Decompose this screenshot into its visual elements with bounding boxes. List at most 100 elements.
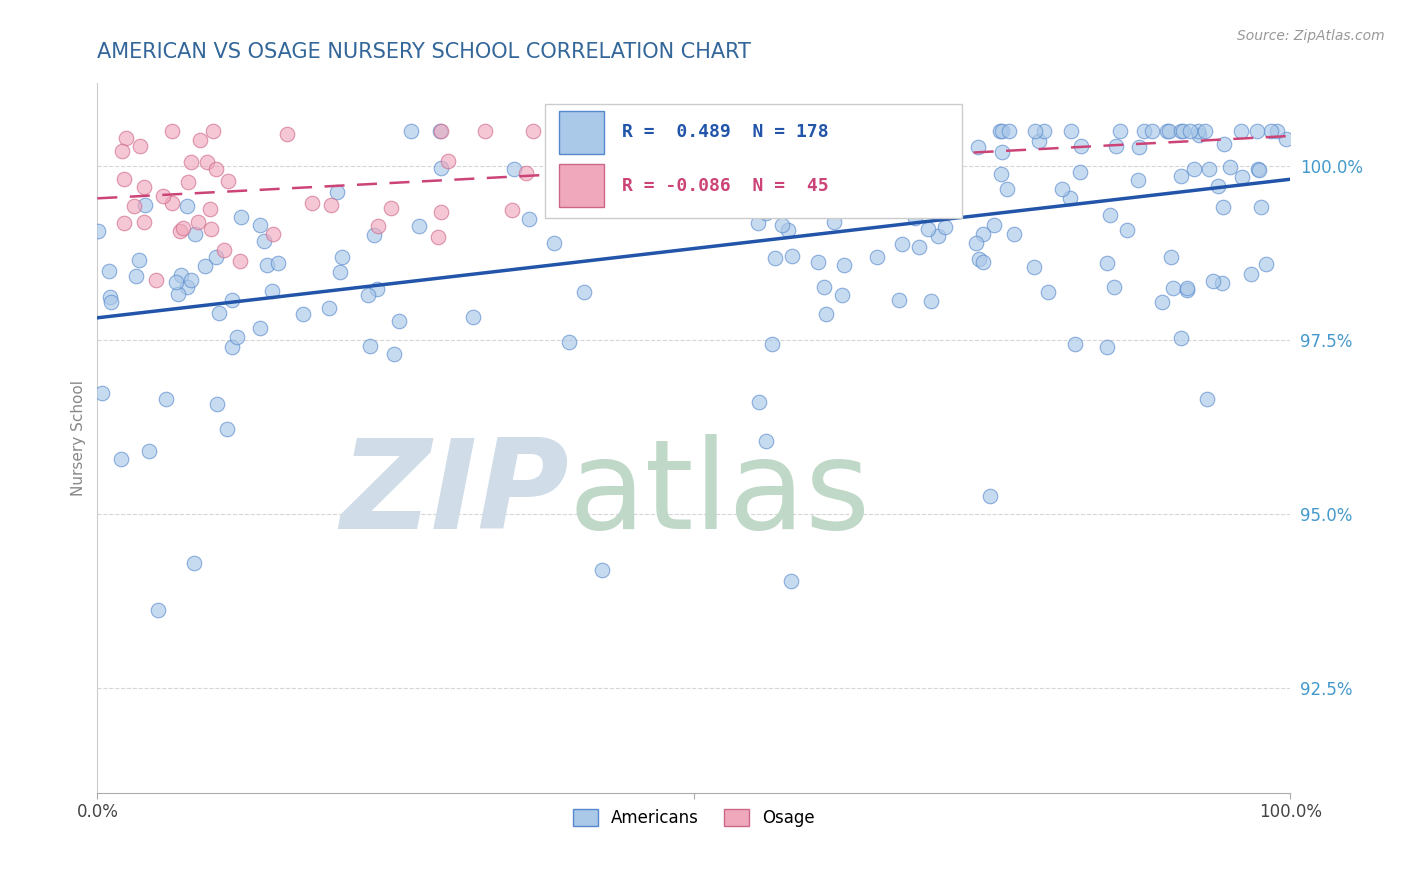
- Point: [194, 259, 217, 273]
- Point: [1260, 124, 1282, 138]
- Point: [761, 124, 783, 138]
- Point: [1182, 161, 1205, 176]
- Point: [1150, 294, 1173, 309]
- Point: [359, 339, 381, 353]
- Point: [292, 307, 315, 321]
- Point: [558, 335, 581, 350]
- Point: [1265, 124, 1288, 138]
- Point: [1156, 124, 1178, 138]
- Point: [90, 386, 112, 401]
- Point: [146, 603, 169, 617]
- Point: [436, 154, 458, 169]
- Point: [813, 280, 835, 294]
- Point: [904, 211, 927, 225]
- Point: [100, 295, 122, 310]
- Point: [972, 254, 994, 268]
- Point: [1187, 124, 1209, 138]
- Point: [891, 237, 914, 252]
- Point: [461, 310, 484, 325]
- Point: [1105, 139, 1128, 153]
- Point: [188, 133, 211, 147]
- Point: [1095, 256, 1118, 270]
- Point: [832, 258, 855, 272]
- Point: [1275, 132, 1298, 146]
- Text: atlas: atlas: [568, 434, 870, 555]
- Point: [766, 124, 789, 138]
- Point: [551, 163, 574, 178]
- Point: [329, 265, 352, 279]
- Point: [890, 166, 912, 180]
- Point: [1059, 191, 1081, 205]
- Point: [170, 268, 193, 283]
- Point: [319, 198, 342, 212]
- Point: [198, 202, 221, 217]
- Point: [755, 206, 778, 220]
- Point: [98, 290, 121, 304]
- Point: [1109, 124, 1132, 138]
- Point: [221, 293, 243, 307]
- Point: [1095, 339, 1118, 353]
- Point: [1170, 331, 1192, 345]
- Point: [872, 192, 894, 206]
- Point: [215, 422, 238, 436]
- Point: [187, 215, 209, 229]
- Point: [1170, 169, 1192, 183]
- Point: [262, 227, 284, 242]
- Point: [1194, 124, 1216, 138]
- Point: [1028, 134, 1050, 148]
- Point: [834, 169, 856, 183]
- Text: ZIP: ZIP: [340, 434, 568, 555]
- Point: [225, 329, 247, 343]
- Point: [572, 285, 595, 299]
- Point: [1256, 257, 1278, 271]
- Point: [430, 124, 453, 138]
- Point: [1022, 260, 1045, 275]
- Point: [502, 161, 524, 176]
- Point: [267, 256, 290, 270]
- Point: [201, 124, 224, 138]
- Point: [474, 124, 496, 138]
- Point: [115, 131, 138, 145]
- Point: [1175, 281, 1198, 295]
- Point: [177, 175, 200, 189]
- Point: [1247, 162, 1270, 177]
- Point: [399, 124, 422, 138]
- Point: [890, 124, 912, 138]
- Point: [1070, 139, 1092, 153]
- Point: [1246, 124, 1268, 138]
- Point: [318, 301, 340, 315]
- Point: [747, 161, 769, 175]
- Point: [155, 392, 177, 406]
- Point: [831, 124, 853, 138]
- Point: [889, 293, 911, 307]
- Point: [98, 264, 121, 278]
- Point: [990, 167, 1012, 181]
- Point: [983, 219, 1005, 233]
- Point: [1116, 223, 1139, 237]
- Point: [128, 139, 150, 153]
- Point: [908, 239, 931, 253]
- Point: [249, 218, 271, 232]
- Point: [1171, 124, 1194, 138]
- Point: [112, 171, 135, 186]
- Point: [1104, 280, 1126, 294]
- Point: [1128, 139, 1150, 153]
- Point: [229, 254, 252, 268]
- Point: [408, 219, 430, 234]
- Point: [1024, 124, 1046, 138]
- Point: [1188, 128, 1211, 142]
- Point: [204, 250, 226, 264]
- Point: [965, 236, 987, 251]
- Point: [1099, 208, 1122, 222]
- Point: [862, 161, 884, 176]
- Point: [1140, 124, 1163, 138]
- Point: [776, 223, 799, 237]
- Point: [515, 166, 537, 180]
- Point: [1202, 275, 1225, 289]
- Point: [1128, 173, 1150, 187]
- Point: [607, 180, 630, 194]
- Text: R = -0.086  N =  45: R = -0.086 N = 45: [623, 177, 828, 194]
- Point: [253, 235, 276, 249]
- Point: [780, 249, 803, 263]
- Point: [138, 444, 160, 458]
